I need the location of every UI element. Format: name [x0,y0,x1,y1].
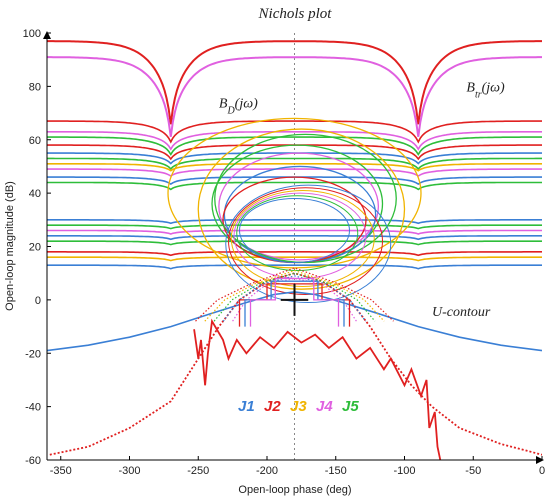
inner-loop-1 [236,195,359,272]
y-tick-label: 40 [29,188,41,200]
x-tick-label: 0 [539,465,545,477]
chart-title: Nichols plot [258,6,333,22]
step-line-1 [244,280,345,327]
bound-curve-9 [47,168,542,177]
dotted-trajectory [49,272,542,456]
bound-curve-8 [47,163,542,172]
y-tick-label: -40 [25,402,41,414]
legend-entry-j4: J4 [316,398,333,415]
axes-layer: -350 -300 -250 -200 -150 -100 -50 0-60-40-20020… [23,28,545,477]
bound-curve-14 [47,229,542,235]
data-layer [47,40,542,460]
x-axis-arrow [536,456,544,464]
dotted-fan-1 [222,275,367,322]
legend-entry-j3: J3 [290,398,307,415]
y-tick-label: 80 [29,81,41,93]
annotation-2: U-contour [432,305,491,320]
x-tick-label: -200 [256,465,278,477]
x-tick-label: -100 [393,465,415,477]
j2-jagged-trajectory [193,318,442,460]
bound-curve-1 [47,56,542,137]
dotted-fan-3 [204,269,385,322]
locus-ring-6 [214,133,397,264]
bound-curve-11 [47,181,542,191]
bound-curve-2 [47,120,542,144]
bound-curve-15 [47,235,542,241]
x-tick-label: -350 [50,465,72,477]
bound-curve-13 [47,224,542,230]
inner-loop-0 [239,197,350,264]
legend-entry-j2: J2 [264,398,281,415]
locus-ring-2 [218,152,380,261]
x-tick-label: -250 [187,465,209,477]
legend-entry-j5: J5 [342,398,359,415]
y-tick-label: -60 [25,455,41,467]
annotation-layer: BD(jω) Btr(jω) U-contour [219,81,505,320]
bound-curve-7 [47,157,542,170]
x-tick-label: -150 [325,465,347,477]
y-axis-arrow [43,31,51,39]
bound-curve-18 [47,256,542,262]
bound-curve-4 [47,136,542,156]
bound-curve-19 [47,264,542,270]
inner-loop-4 [228,187,383,296]
step-line-2 [249,277,340,327]
bound-curve-12 [47,219,542,225]
y-tick-label: 100 [23,28,41,40]
bound-curve-0 [47,40,542,125]
bound-curve-16 [47,240,542,246]
bound-curve-3 [47,131,542,151]
y-axis-label: Open-loop magnitude (dB) [4,181,16,311]
y-tick-label: 60 [29,135,41,147]
dotted-fan-2 [213,272,376,322]
y-tick-label: 20 [29,242,41,254]
locus-ring-0 [197,128,406,290]
inner-loop-5 [225,184,392,304]
legend-entry-j1: J1 [238,398,255,415]
y-tick-label: 0 [35,295,41,307]
x-axis-label: Open-loop phase (deg) [238,484,351,496]
legend: J1 J2 J3 J4 J5 [238,398,359,415]
y-tick-label: -20 [25,348,41,360]
x-tick-label: -300 [118,465,140,477]
bound-curve-17 [47,251,542,257]
locus-ring-5 [167,117,422,269]
x-tick-label: -50 [465,465,481,477]
annotation-0: BD(jω) [219,97,258,117]
annotation-1: Btr(jω) [466,81,505,101]
bound-curve-5 [47,144,542,161]
inner-loop-3 [230,189,375,288]
